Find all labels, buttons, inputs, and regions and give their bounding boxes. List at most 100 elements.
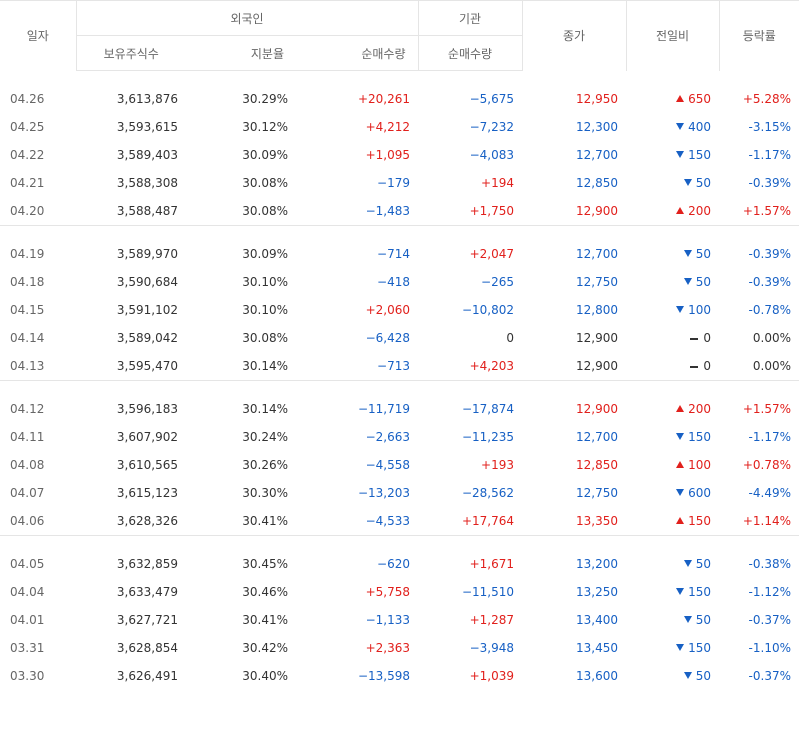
cell-close: 12,850 bbox=[576, 176, 618, 190]
cell-inst-net: +4,203 bbox=[469, 359, 514, 373]
cell-foreign-net: −13,598 bbox=[357, 669, 410, 683]
cell-close: 12,900 bbox=[576, 359, 618, 373]
cell-inst-net: −11,510 bbox=[461, 585, 514, 599]
cell-foreign-net: +1,095 bbox=[365, 148, 410, 162]
cell-rate: -0.39% bbox=[748, 176, 791, 190]
cell-change: 600 bbox=[626, 479, 719, 507]
cell-change: 400 bbox=[626, 113, 719, 141]
cell-change: 200 bbox=[626, 197, 719, 226]
table-row: 04.13 3,595,470 30.14% −713 +4,203 12,900 0 0.0… bbox=[0, 352, 799, 381]
cell-change-value: 50 bbox=[695, 275, 711, 289]
table-row: 04.01 3,627,721 30.41% −1,133 +1,287 13,400 50… bbox=[0, 606, 799, 634]
cell-change: 150 bbox=[626, 423, 719, 451]
cell-change: 0 bbox=[626, 352, 719, 381]
cell-date: 04.19 bbox=[10, 247, 45, 261]
cell-inst-net: −3,948 bbox=[469, 641, 514, 655]
cell-change: 50 bbox=[626, 606, 719, 634]
cell-inst-net: −7,232 bbox=[469, 120, 514, 134]
arrow-down-icon bbox=[683, 250, 692, 257]
cell-holding: 3,627,721 bbox=[116, 613, 178, 627]
cell-foreign-net: +5,758 bbox=[365, 585, 410, 599]
cell-ratio: 30.41% bbox=[242, 514, 288, 528]
cell-foreign-net: +2,363 bbox=[365, 641, 410, 655]
cell-change-value: 50 bbox=[695, 669, 711, 683]
cell-ratio: 30.10% bbox=[242, 275, 288, 289]
cell-change-value: 100 bbox=[688, 458, 711, 472]
arrow-down-icon bbox=[676, 489, 685, 496]
table-row: 04.06 3,628,326 30.41% −4,533 +17,764 13,350 1… bbox=[0, 507, 799, 536]
table-row: 03.31 3,628,854 30.42% +2,363 −3,948 13,450 15… bbox=[0, 634, 799, 662]
cell-foreign-net: −1,133 bbox=[365, 613, 410, 627]
table-row: 04.14 3,589,042 30.08% −6,428 0 12,900 0 0.00% bbox=[0, 324, 799, 352]
cell-close: 12,950 bbox=[576, 92, 618, 106]
cell-inst-net: +1,039 bbox=[469, 669, 514, 683]
cell-change-value: 650 bbox=[688, 92, 711, 106]
cell-inst-net: −4,083 bbox=[469, 148, 514, 162]
cell-date: 04.07 bbox=[10, 486, 45, 500]
cell-close: 13,400 bbox=[576, 613, 618, 627]
cell-holding: 3,588,487 bbox=[116, 204, 178, 218]
cell-close: 12,750 bbox=[576, 275, 618, 289]
cell-holding: 3,613,876 bbox=[116, 92, 178, 106]
cell-ratio: 30.09% bbox=[242, 247, 288, 261]
cell-foreign-net: +20,261 bbox=[357, 92, 410, 106]
cell-change: 100 bbox=[626, 451, 719, 479]
cell-inst-net: −28,562 bbox=[461, 486, 514, 500]
cell-ratio: 30.09% bbox=[242, 148, 288, 162]
cell-rate: -0.39% bbox=[748, 275, 791, 289]
cell-inst-net: +1,287 bbox=[469, 613, 514, 627]
cell-date: 03.31 bbox=[10, 641, 45, 655]
dash-icon bbox=[690, 337, 699, 340]
cell-holding: 3,628,854 bbox=[116, 641, 178, 655]
cell-foreign-net: −13,203 bbox=[357, 486, 410, 500]
cell-date: 03.30 bbox=[10, 669, 45, 683]
table-row: 04.20 3,588,487 30.08% −1,483 +1,750 12,900 20… bbox=[0, 197, 799, 226]
table-row: 04.21 3,588,308 30.08% −179 +194 12,850 50 -0.3… bbox=[0, 169, 799, 197]
cell-inst-net: −265 bbox=[481, 275, 514, 289]
arrow-down-icon bbox=[676, 306, 685, 313]
cell-rate: -3.15% bbox=[748, 120, 791, 134]
cell-change: 150 bbox=[626, 634, 719, 662]
arrow-up-icon bbox=[676, 405, 685, 412]
cell-date: 04.12 bbox=[10, 402, 45, 416]
cell-date: 04.21 bbox=[10, 176, 45, 190]
cell-holding: 3,626,491 bbox=[116, 669, 178, 683]
cell-date: 04.14 bbox=[10, 331, 45, 345]
cell-ratio: 30.14% bbox=[242, 359, 288, 373]
arrow-down-icon bbox=[683, 179, 692, 186]
cell-inst-net: +1,671 bbox=[469, 557, 514, 571]
cell-change-value: 150 bbox=[688, 148, 711, 162]
table-header: 일자 외국인 기관 종가 전일비 등락률 보유주식수 지분율 순매수량 순매수량 bbox=[0, 0, 799, 71]
cell-close: 12,750 bbox=[576, 486, 618, 500]
cell-close: 12,700 bbox=[576, 430, 618, 444]
cell-foreign-net: −1,483 bbox=[365, 204, 410, 218]
cell-ratio: 30.46% bbox=[242, 585, 288, 599]
cell-close: 12,300 bbox=[576, 120, 618, 134]
cell-ratio: 30.42% bbox=[242, 641, 288, 655]
cell-change: 50 bbox=[626, 169, 719, 197]
table-row: 04.22 3,589,403 30.09% +1,095 −4,083 12,700 15… bbox=[0, 141, 799, 169]
arrow-up-icon bbox=[676, 517, 685, 524]
cell-close: 13,250 bbox=[576, 585, 618, 599]
cell-holding: 3,591,102 bbox=[116, 303, 178, 317]
cell-ratio: 30.30% bbox=[242, 486, 288, 500]
cell-change: 50 bbox=[626, 268, 719, 296]
cell-close: 13,600 bbox=[576, 669, 618, 683]
cell-change-value: 600 bbox=[688, 486, 711, 500]
cell-foreign-net: −713 bbox=[377, 359, 410, 373]
cell-rate: +5.28% bbox=[742, 92, 791, 106]
cell-date: 04.13 bbox=[10, 359, 45, 373]
foreign-group-header: 외국인 bbox=[75, 0, 418, 36]
cell-change-value: 50 bbox=[695, 557, 711, 571]
table-row: 04.07 3,615,123 30.30% −13,203 −28,562 12,750… bbox=[0, 479, 799, 507]
cell-ratio: 30.10% bbox=[242, 303, 288, 317]
cell-foreign-net: −4,558 bbox=[365, 458, 410, 472]
cell-ratio: 30.08% bbox=[242, 176, 288, 190]
arrow-down-icon bbox=[683, 616, 692, 623]
col-date-header: 일자 bbox=[0, 0, 76, 71]
cell-ratio: 30.26% bbox=[242, 458, 288, 472]
cell-inst-net: −11,235 bbox=[461, 430, 514, 444]
cell-foreign-net: −11,719 bbox=[357, 402, 410, 416]
arrow-up-icon bbox=[676, 207, 685, 214]
cell-close: 12,900 bbox=[576, 402, 618, 416]
